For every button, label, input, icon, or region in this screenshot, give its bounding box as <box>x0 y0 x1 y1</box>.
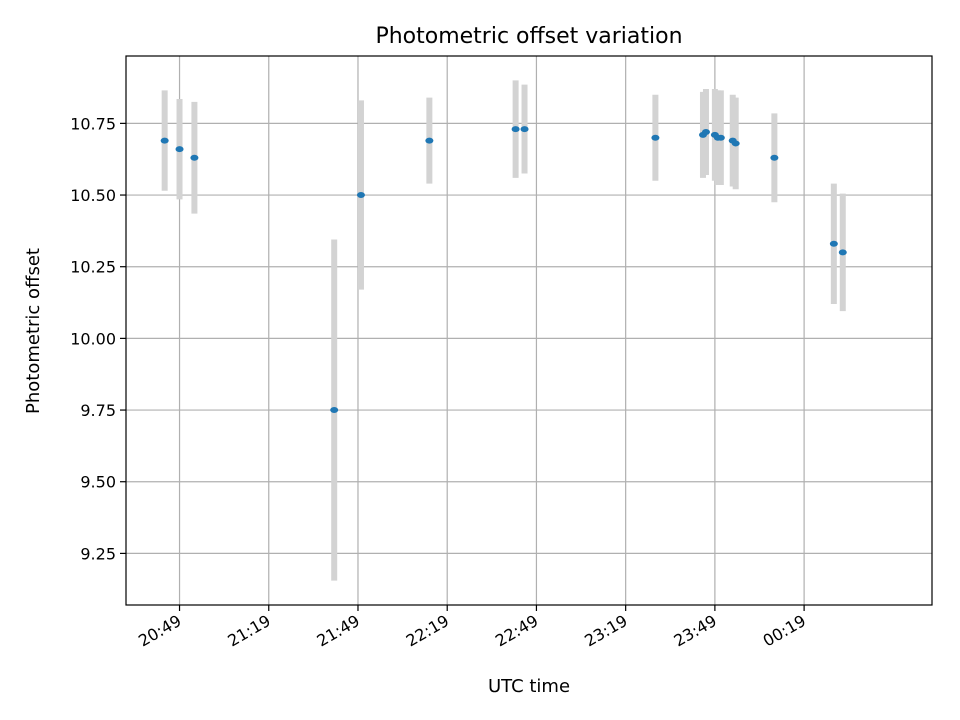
y-tick-label: 9.75 <box>80 401 116 420</box>
y-tick-label: 10.50 <box>70 186 116 205</box>
y-tick-label: 9.25 <box>80 544 116 563</box>
x-axis-label: UTC time <box>488 676 570 697</box>
data-point <box>330 407 339 414</box>
point-layer <box>160 126 847 414</box>
y-axis-label: Photometric offset <box>23 248 44 414</box>
data-point <box>175 146 184 153</box>
chart-title: Photometric offset variation <box>375 24 682 49</box>
data-point <box>829 240 838 247</box>
y-tick-label: 10.25 <box>70 258 116 277</box>
plot-area-frame <box>125 55 933 606</box>
data-point <box>425 137 434 144</box>
data-point <box>190 154 199 161</box>
data-point <box>520 126 529 133</box>
y-tick-label: 10.00 <box>70 329 116 348</box>
grid-layer <box>126 56 932 605</box>
data-point <box>731 140 740 147</box>
data-point <box>651 134 660 141</box>
y-tick-label: 9.50 <box>80 473 116 492</box>
data-point <box>511 126 520 133</box>
data-point <box>701 128 710 135</box>
data-point <box>838 249 847 256</box>
data-point <box>356 192 365 199</box>
y-tick-label: 10.75 <box>70 114 116 133</box>
data-point <box>160 137 169 144</box>
data-point <box>770 154 779 161</box>
data-point <box>716 134 725 141</box>
